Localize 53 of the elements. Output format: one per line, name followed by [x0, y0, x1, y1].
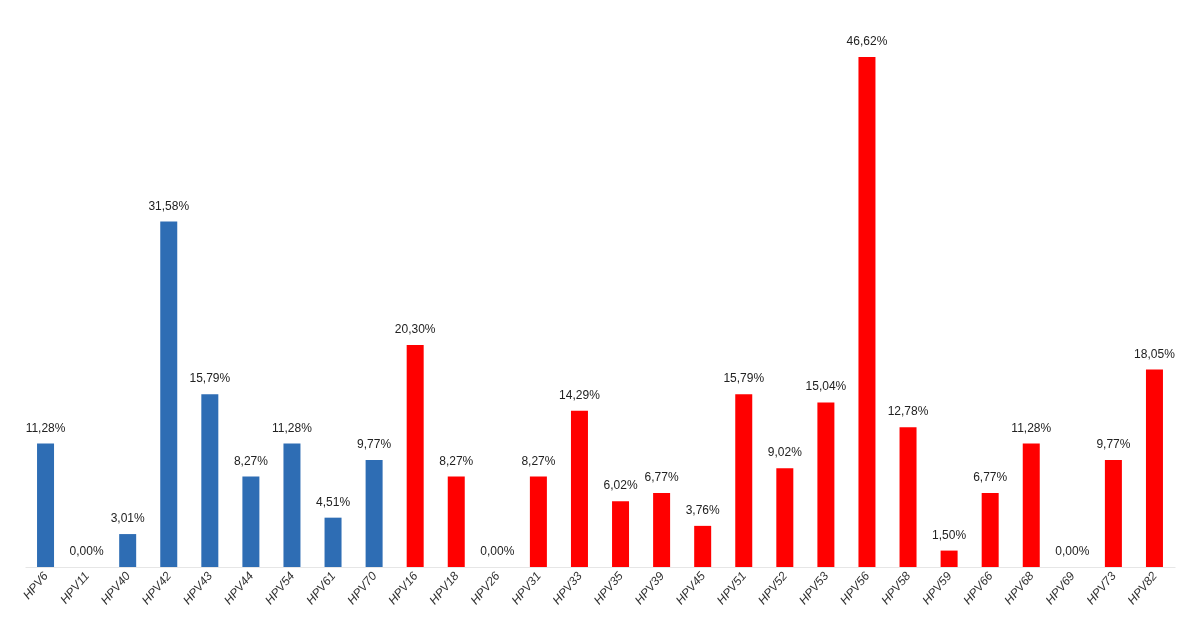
data-label: 12,78%: [887, 404, 929, 419]
data-label: 0,00%: [1055, 544, 1090, 558]
data-label: 8,27%: [233, 453, 269, 468]
data-label: 11,28%: [25, 420, 66, 435]
bar: [406, 344, 424, 567]
bar: [283, 443, 301, 567]
data-label: 18,05%: [1134, 346, 1176, 361]
bar: [940, 550, 958, 567]
bar: [735, 394, 753, 567]
bar: [119, 534, 137, 567]
data-label: 3,01%: [110, 511, 146, 526]
bar: [242, 476, 260, 567]
data-label: 9,02%: [767, 445, 803, 460]
data-label: 15,79%: [723, 371, 765, 386]
bar: [981, 492, 999, 567]
data-label: 11,28%: [272, 420, 313, 435]
bar: [201, 394, 219, 567]
bar: [858, 57, 876, 567]
data-label: 20,30%: [394, 321, 436, 336]
data-label: 15,04%: [805, 379, 847, 394]
bar: [653, 492, 671, 567]
bar: [570, 410, 588, 567]
data-label: 3,76%: [685, 502, 721, 517]
bar: [365, 460, 383, 567]
data-label: 9,77%: [357, 437, 392, 452]
bar: [1022, 443, 1040, 567]
data-label: 0,00%: [480, 544, 515, 558]
data-label: 14,29%: [559, 387, 601, 402]
bar: [817, 402, 835, 567]
bar: [37, 443, 55, 567]
bar: [694, 525, 712, 567]
data-label: 6,02%: [603, 478, 638, 493]
bar: [612, 501, 630, 567]
data-label: 9,77%: [1096, 437, 1131, 452]
data-label: 15,79%: [189, 371, 231, 386]
data-label: 0,00%: [69, 544, 104, 558]
bar: [160, 221, 178, 567]
data-label: 1,50%: [932, 527, 967, 542]
bar: [447, 476, 465, 567]
data-label: 6,77%: [644, 469, 679, 484]
data-label: 4,51%: [316, 494, 351, 509]
bar: [1104, 460, 1122, 567]
bar: [899, 427, 917, 567]
bar: [529, 476, 547, 567]
data-label: 8,27%: [521, 453, 556, 468]
data-label: 8,27%: [439, 453, 474, 468]
bar: [776, 468, 794, 567]
bar: [324, 517, 342, 567]
data-label: 11,28%: [1011, 420, 1052, 435]
data-label: 31,58%: [148, 198, 190, 213]
data-label: 46,62%: [846, 34, 888, 48]
data-label: 6,77%: [973, 469, 1008, 484]
bar: [1145, 369, 1163, 567]
